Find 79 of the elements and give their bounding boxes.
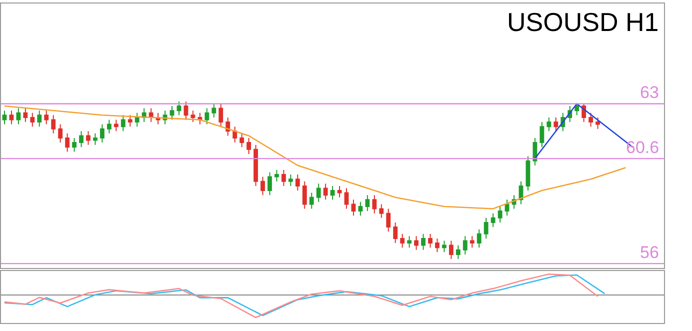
candlestick bbox=[212, 103, 216, 118]
candlestick bbox=[100, 124, 104, 144]
candlestick bbox=[435, 238, 440, 253]
candlestick bbox=[476, 228, 482, 248]
candlestick bbox=[490, 212, 496, 228]
candlestick bbox=[114, 119, 118, 132]
candlestick bbox=[218, 103, 224, 128]
candlestick bbox=[323, 183, 328, 200]
candlestick bbox=[386, 208, 391, 232]
candlestick bbox=[540, 122, 544, 148]
candlestick bbox=[170, 106, 174, 120]
candlestick bbox=[148, 108, 154, 122]
ref-line-label: 63 bbox=[640, 83, 659, 102]
candlestick bbox=[128, 114, 132, 128]
candlestick bbox=[379, 204, 384, 218]
candlestick bbox=[407, 236, 412, 248]
candlestick bbox=[65, 132, 70, 152]
ref-line-label: 56 bbox=[640, 243, 659, 262]
ref-line-label: 60.6 bbox=[626, 138, 660, 157]
candlestick bbox=[428, 233, 432, 248]
candlestick bbox=[351, 199, 356, 216]
candlestick bbox=[16, 108, 21, 125]
candlestick bbox=[51, 114, 56, 134]
candlestick bbox=[190, 110, 196, 122]
candlestick bbox=[58, 124, 63, 144]
candlestick bbox=[309, 192, 314, 210]
candlestick bbox=[337, 185, 342, 198]
candlestick bbox=[393, 222, 398, 244]
candlestick bbox=[400, 233, 405, 248]
candlestick bbox=[295, 174, 300, 192]
candlestick bbox=[414, 236, 419, 250]
candlestick bbox=[456, 244, 460, 260]
candlestick bbox=[281, 169, 286, 186]
candlestick bbox=[268, 172, 272, 196]
candlestick bbox=[86, 130, 90, 146]
candlestick bbox=[448, 240, 454, 260]
candlestick bbox=[274, 169, 279, 182]
candlestick bbox=[120, 114, 126, 132]
candlestick bbox=[44, 110, 49, 125]
candlestick bbox=[484, 217, 488, 239]
candlestick bbox=[184, 100, 188, 120]
candlestick bbox=[316, 183, 321, 202]
candlestick bbox=[344, 188, 349, 210]
candlestick bbox=[504, 199, 510, 216]
candlestick bbox=[2, 110, 7, 125]
candlestick bbox=[421, 233, 426, 250]
candlestick bbox=[462, 236, 468, 255]
candlestick bbox=[330, 185, 335, 200]
candlestick bbox=[254, 144, 258, 186]
candlestick bbox=[240, 132, 244, 148]
candlestick bbox=[546, 116, 552, 132]
candlestick bbox=[9, 110, 14, 125]
candlestick bbox=[372, 194, 377, 214]
candlestick bbox=[526, 156, 530, 192]
candlestick bbox=[72, 137, 76, 152]
candlestick bbox=[37, 110, 42, 128]
candlestick bbox=[246, 137, 251, 154]
candlestick bbox=[554, 116, 558, 132]
candlestick bbox=[588, 112, 594, 128]
candlestick bbox=[260, 176, 265, 196]
candlestick bbox=[79, 130, 84, 148]
candlestick bbox=[30, 112, 35, 128]
candlestick bbox=[365, 194, 370, 212]
candlestick bbox=[204, 108, 210, 125]
candlestick bbox=[232, 126, 238, 144]
candlestick bbox=[498, 206, 502, 223]
candlestick bbox=[134, 112, 140, 128]
chart-title: USOUSD H1 bbox=[507, 7, 659, 37]
candlestick bbox=[574, 103, 580, 116]
candlestick bbox=[442, 240, 446, 253]
candlestick bbox=[302, 180, 307, 210]
candlestick bbox=[176, 100, 182, 116]
candlestick bbox=[93, 132, 98, 146]
candlestick bbox=[23, 108, 28, 122]
candlestick bbox=[470, 236, 474, 248]
candlestick bbox=[106, 119, 112, 134]
candlestick bbox=[288, 174, 293, 186]
candlestick bbox=[358, 201, 363, 216]
candlestick bbox=[596, 116, 600, 130]
